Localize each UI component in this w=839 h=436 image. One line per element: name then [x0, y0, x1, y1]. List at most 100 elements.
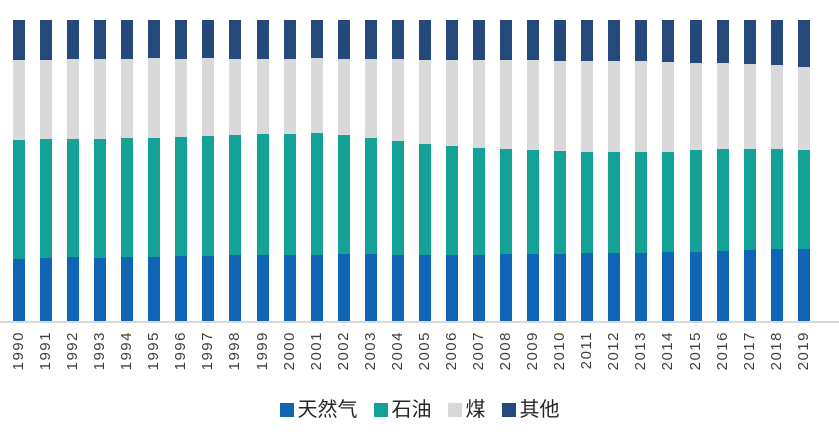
segment-2005-石油: [418, 144, 431, 256]
segment-1994-天然气: [121, 257, 134, 321]
segment-1994-石油: [121, 137, 134, 258]
segment-2011-石油: [581, 151, 594, 254]
legend-item-coal: 煤: [447, 398, 486, 422]
x-tick-label-2006: 2006: [442, 331, 460, 371]
segment-2015-天然气: [689, 251, 702, 321]
bar-1997: [202, 20, 215, 321]
bar-2011: [581, 20, 594, 321]
segment-1992-煤: [67, 59, 80, 139]
segment-2012-煤: [608, 60, 621, 153]
segment-1993-煤: [94, 58, 107, 139]
segment-1995-石油: [148, 137, 161, 258]
segment-2006-其他: [445, 20, 458, 60]
bar-1998: [229, 20, 242, 321]
x-tick-label-2001: 2001: [307, 331, 325, 371]
legend-label-oil: 石油: [391, 399, 432, 421]
segment-1993-天然气: [94, 257, 107, 321]
segment-2014-其他: [662, 20, 675, 62]
segment-1995-天然气: [148, 257, 161, 321]
segment-2000-煤: [283, 58, 296, 135]
segment-2016-其他: [716, 20, 729, 64]
x-tick-label-1995: 1995: [145, 331, 163, 371]
x-tick-label-2007: 2007: [470, 331, 488, 371]
oil-swatch-icon: [373, 403, 388, 417]
segment-2002-天然气: [337, 253, 350, 321]
segment-2012-石油: [608, 152, 621, 253]
segment-2003-天然气: [364, 254, 377, 321]
segment-2010-其他: [554, 20, 567, 61]
segment-2004-天然气: [391, 255, 404, 321]
x-tick-label-2014: 2014: [659, 331, 677, 371]
x-tick-label-2018: 2018: [767, 331, 785, 371]
natural-gas-swatch-icon: [279, 403, 294, 417]
segment-2016-石油: [716, 149, 729, 251]
segment-2016-天然气: [716, 250, 729, 321]
x-tick-label-2019: 2019: [794, 331, 812, 371]
segment-1992-天然气: [67, 257, 80, 321]
x-tick-label-2002: 2002: [334, 331, 352, 371]
segment-1990-煤: [13, 60, 25, 141]
segment-2018-天然气: [770, 249, 783, 321]
segment-2016-煤: [716, 63, 729, 150]
coal-swatch-icon: [447, 403, 462, 417]
segment-2018-其他: [770, 20, 783, 66]
segment-2002-煤: [337, 58, 350, 135]
segment-2003-煤: [364, 58, 377, 139]
segment-2001-石油: [310, 133, 323, 255]
segment-2006-煤: [445, 59, 458, 147]
segment-2008-其他: [500, 20, 513, 61]
segment-2018-石油: [770, 149, 783, 250]
segment-1995-其他: [148, 20, 161, 59]
segment-2004-石油: [391, 141, 404, 256]
segment-2012-天然气: [608, 252, 621, 321]
segment-1996-石油: [175, 137, 188, 257]
segment-2010-煤: [554, 60, 567, 152]
bar-2008: [500, 20, 513, 321]
bar-2010: [554, 20, 567, 321]
x-tick-label-2013: 2013: [632, 331, 650, 371]
segment-2004-其他: [391, 20, 404, 60]
x-tick-label-1990: 1990: [10, 331, 27, 371]
segment-2009-其他: [527, 20, 540, 61]
segment-2005-天然气: [418, 255, 431, 321]
segment-1997-其他: [202, 20, 215, 59]
segment-1992-其他: [67, 20, 80, 60]
bar-1990: [13, 20, 25, 321]
bar-2002: [337, 20, 350, 321]
segment-1991-其他: [40, 20, 53, 60]
segment-2007-天然气: [473, 255, 486, 321]
segment-2017-石油: [743, 149, 756, 250]
segment-2007-其他: [473, 20, 486, 61]
legend-item-other: 其他: [501, 398, 560, 422]
legend-item-natural-gas: 天然气: [279, 398, 358, 422]
bar-1993: [94, 20, 107, 321]
x-tick-label-1992: 1992: [64, 331, 82, 371]
bar-1991: [40, 20, 53, 321]
segment-2010-石油: [554, 151, 567, 254]
bar-2001: [310, 20, 323, 321]
bar-2004: [391, 20, 404, 321]
plot-area: [0, 20, 839, 321]
segment-2003-石油: [364, 138, 377, 255]
segment-1996-其他: [175, 20, 188, 59]
x-tick-label-2005: 2005: [415, 331, 433, 371]
segment-2010-天然气: [554, 253, 567, 321]
segment-2013-其他: [635, 20, 648, 62]
segment-2009-天然气: [527, 254, 540, 321]
x-tick-label-1999: 1999: [253, 331, 271, 371]
bar-1995: [148, 20, 161, 321]
segment-2011-煤: [581, 60, 594, 152]
bar-2016: [716, 20, 729, 321]
segment-2000-天然气: [283, 255, 296, 321]
segment-1998-天然气: [229, 255, 242, 321]
segment-1997-石油: [202, 136, 215, 256]
segment-2013-煤: [635, 61, 648, 152]
x-tick-label-2010: 2010: [551, 331, 569, 371]
segment-2019-石油: [797, 149, 810, 249]
segment-2000-石油: [283, 134, 296, 256]
segment-1999-其他: [256, 20, 269, 59]
segment-1993-其他: [94, 20, 107, 59]
segment-1990-天然气: [13, 258, 25, 321]
segment-2018-煤: [770, 65, 783, 150]
segment-2015-其他: [689, 20, 702, 63]
